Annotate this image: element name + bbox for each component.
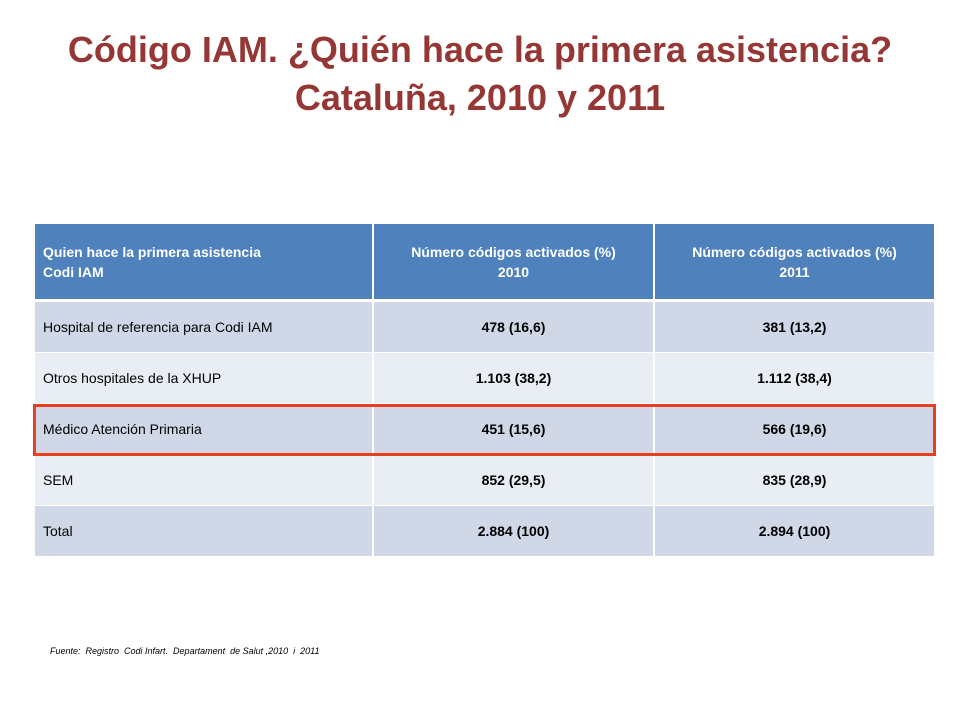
header-2011-line-2: 2011 — [779, 263, 810, 280]
value-2011: 1.112 (38,4) — [654, 352, 934, 404]
source-note: Fuente: Registro Codi Infart. Departamen… — [50, 646, 320, 656]
header-2011: Número códigos activados (%) 2011 — [654, 224, 934, 302]
header-2010-line-2: 2010 — [497, 263, 530, 280]
header-who: Quien hace la primera asistencia Codi IA… — [35, 224, 374, 302]
value-2010: 478 (16,6) — [373, 300, 655, 353]
slide-title: Código IAM. ¿Quién hace la primera asist… — [0, 26, 960, 122]
title-line-2: Cataluña, 2010 y 2011 — [294, 77, 666, 118]
table-row: Otros hospitales de la XHUP 1.103 (38,2)… — [35, 352, 934, 404]
value-2011: 835 (28,9) — [654, 454, 934, 506]
value-2010: 2.884 (100) — [373, 505, 655, 557]
value-2011: 2.894 (100) — [654, 505, 934, 557]
row-label: SEM — [35, 454, 374, 506]
header-2011-line-1: Número códigos activados (%) — [692, 243, 897, 260]
header-2010-line-1: Número códigos activados (%) — [411, 243, 616, 260]
header-who-line-1: Quien hace la primera asistencia — [43, 243, 261, 260]
row-label: Total — [35, 505, 374, 557]
row-label: Hospital de referencia para Codi IAM — [35, 300, 374, 353]
table-row-total: Total 2.884 (100) 2.894 (100) — [35, 505, 934, 557]
row-label: Médico Atención Primaria — [35, 403, 374, 455]
table-row: SEM 852 (29,5) 835 (28,9) — [35, 454, 934, 506]
value-2011: 566 (19,6) — [654, 403, 934, 455]
value-2011: 381 (13,2) — [654, 300, 934, 353]
table-row-highlighted: Médico Atención Primaria 451 (15,6) 566 … — [35, 403, 934, 455]
row-label: Otros hospitales de la XHUP — [35, 352, 374, 404]
value-2010: 451 (15,6) — [373, 403, 655, 455]
header-who-line-2: Codi IAM — [43, 263, 104, 280]
value-2010: 852 (29,5) — [373, 454, 655, 506]
activations-table: Quien hace la primera asistencia Codi IA… — [35, 224, 934, 557]
table-header-row: Quien hace la primera asistencia Codi IA… — [35, 224, 934, 302]
header-2010: Número códigos activados (%) 2010 — [373, 224, 655, 302]
table-row: Hospital de referencia para Codi IAM 478… — [35, 300, 934, 353]
title-line-1: Código IAM. ¿Quién hace la primera asist… — [67, 29, 893, 70]
value-2010: 1.103 (38,2) — [373, 352, 655, 404]
